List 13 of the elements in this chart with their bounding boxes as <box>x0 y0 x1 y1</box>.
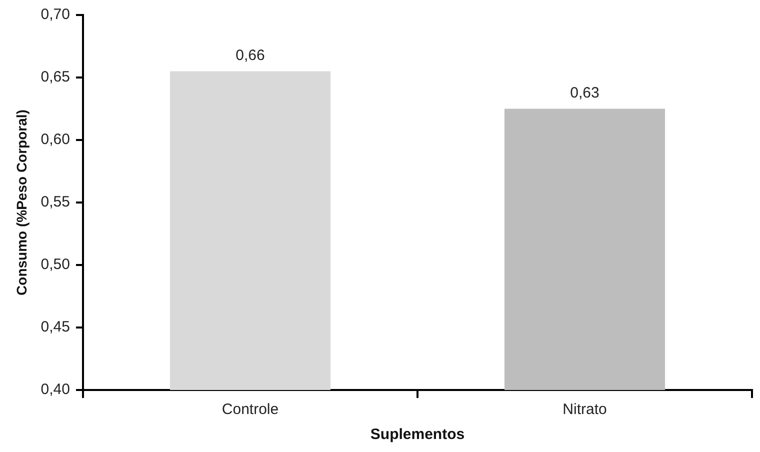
y-tick-label: 0,40 <box>40 381 70 398</box>
x-axis-title: Suplementos <box>370 426 465 444</box>
y-tick-label: 0,50 <box>40 256 70 274</box>
y-tick-label: 0,70 <box>40 6 70 24</box>
data-label: 0,63 <box>570 84 600 102</box>
x-tick-label: Controle <box>222 401 279 418</box>
y-tick-label: 0,65 <box>40 68 70 86</box>
y-tick-label: 0,55 <box>40 194 70 211</box>
data-label: 0,66 <box>236 46 265 64</box>
y-tick-label: 0,45 <box>40 318 70 336</box>
y-axis-title: Consumo (%Peso Corporal) <box>13 110 30 296</box>
x-tick-label: Nitrato <box>562 401 607 418</box>
y-tick-label: 0,60 <box>40 131 70 148</box>
